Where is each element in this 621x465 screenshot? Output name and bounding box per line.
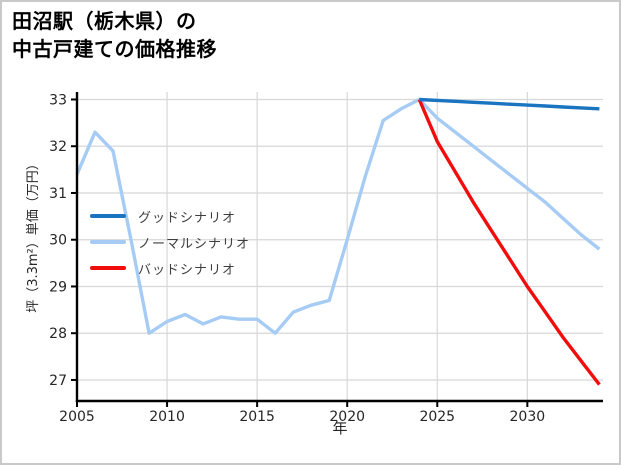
legend-item-bad-scenario: バッドシナリオ <box>90 255 250 281</box>
chart-title-line-1: 田沼駅（栃木県）の <box>12 9 197 33</box>
normal-scenario-line <box>75 97 601 335</box>
chart-title: 田沼駅（栃木県）の 中古戸建ての価格推移 <box>12 7 217 63</box>
chart-legend: グッドシナリオ ノーマルシナリオ バッドシナリオ <box>90 203 250 281</box>
y-tick-label-30: 30 <box>49 233 67 249</box>
y-axis-label: 坪（3.3m²）単価（万円） <box>26 157 41 313</box>
y-tick-label-33: 33 <box>49 92 67 108</box>
x-tick-label-2020: 2020 <box>329 409 365 425</box>
legend-item-normal-scenario: ノーマルシナリオ <box>90 229 250 255</box>
legend-label-bad-scenario: バッドシナリオ <box>138 262 237 278</box>
legend-label-good-scenario: グッドシナリオ <box>138 210 237 226</box>
x-tick-label-2030: 2030 <box>510 409 546 425</box>
x-tick-label-2025: 2025 <box>419 409 455 425</box>
legend-item-good-scenario: グッドシナリオ <box>90 203 250 229</box>
y-tick-label-29: 29 <box>49 279 67 295</box>
x-tick-label-2005: 2005 <box>59 409 95 425</box>
chart-title-line-2: 中古戸建ての価格推移 <box>12 37 217 61</box>
good-scenario-line <box>419 97 600 111</box>
bad-scenario-line-swatch <box>90 266 126 270</box>
y-tick-label-27: 27 <box>49 373 67 389</box>
y-tick-label-28: 28 <box>49 326 67 342</box>
x-tick-label-2010: 2010 <box>149 409 185 425</box>
x-tick-label-2015: 2015 <box>239 409 275 425</box>
legend-label-normal-scenario: ノーマルシナリオ <box>138 236 251 252</box>
y-tick-label-31: 31 <box>49 186 67 202</box>
normal-scenario-line-swatch <box>90 240 126 244</box>
good-scenario-line-swatch <box>90 214 126 218</box>
y-tick-label-32: 32 <box>49 139 67 155</box>
x-axis-label: 年 <box>332 419 348 437</box>
bad-scenario-line <box>417 98 601 386</box>
